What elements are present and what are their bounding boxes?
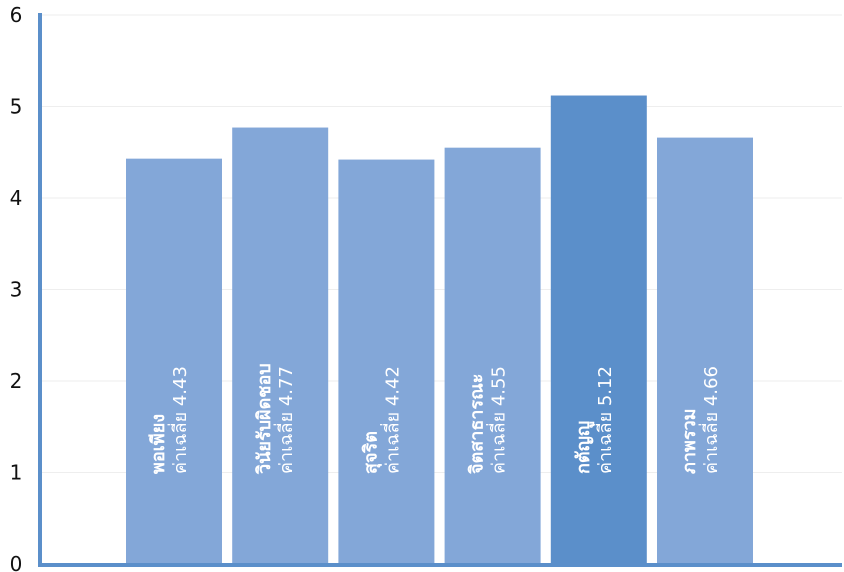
bar-value-label: ค่าเฉลี่ย 5.12: [592, 366, 616, 474]
bar-category-label: ภาพรวม: [679, 409, 700, 474]
bar: [550, 95, 647, 565]
bar-category-label: จิตสาธารณะ: [467, 374, 488, 475]
y-tick-label: 0: [10, 552, 23, 572]
y-tick-label: 4: [10, 186, 23, 210]
bar-value-label: ค่าเฉลี่ย 4.42: [379, 366, 403, 474]
y-tick-label: 5: [10, 95, 23, 119]
bar-category-label: กตัญญู: [573, 421, 595, 474]
axes: [38, 13, 842, 567]
y-tick-label: 1: [10, 461, 23, 485]
bar: [232, 127, 329, 565]
bar-labels: พอเพียง ค่าเฉลี่ย 4.43 วินัยรับผิดชอบ ค่าเฉ…: [148, 363, 722, 475]
y-axis-ticks: 0 1 2 3 4 5 6: [10, 3, 23, 572]
bar-category-label: วินัยรับผิดชอบ: [254, 363, 275, 475]
y-tick-label: 6: [10, 3, 23, 27]
bar: [444, 147, 541, 565]
bar-value-label: ค่าเฉลี่ย 4.43: [167, 366, 191, 474]
bar-value-label: ค่าเฉลี่ย 4.66: [698, 366, 722, 474]
bar-category-label: สุจริต: [360, 431, 382, 474]
bar: [657, 137, 753, 565]
bars: [126, 95, 753, 565]
y-tick-label: 2: [10, 369, 23, 393]
bar-value-label: ค่าเฉลี่ย 4.55: [486, 366, 510, 474]
bar: [338, 159, 435, 564]
bar-category-label: พอเพียง: [148, 414, 169, 474]
y-tick-label: 3: [10, 278, 23, 302]
bar-value-label: ค่าเฉลี่ย 4.77: [273, 366, 297, 474]
bar: [126, 158, 222, 564]
